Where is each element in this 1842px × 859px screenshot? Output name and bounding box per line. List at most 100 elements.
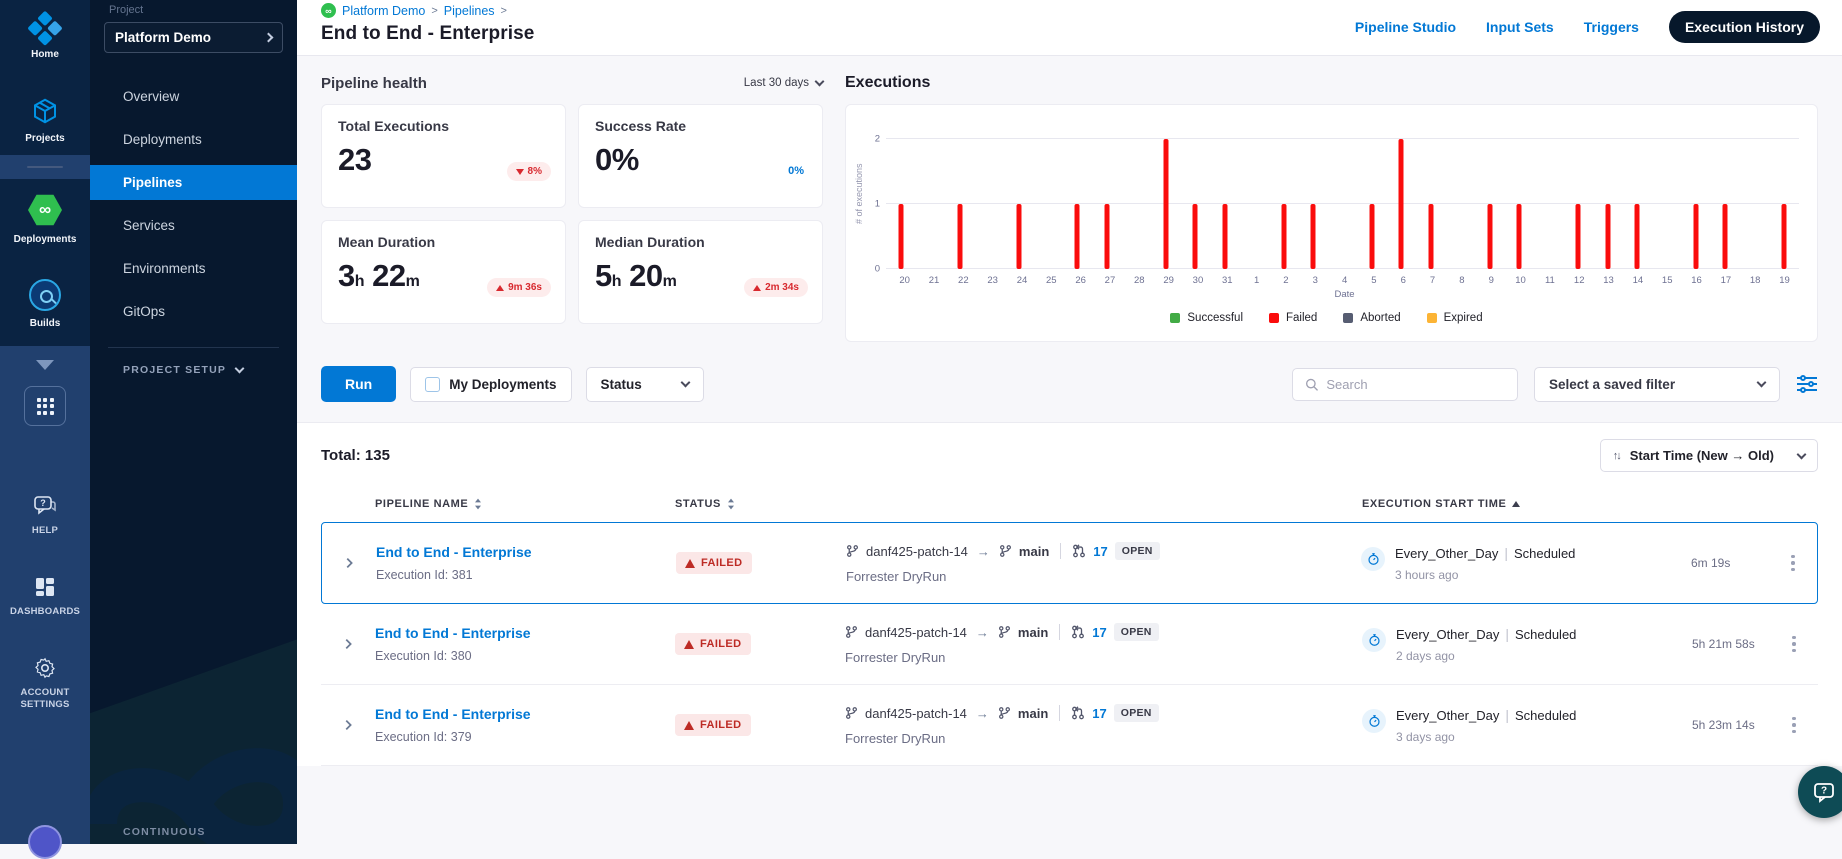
tab-execution-history[interactable]: Execution History xyxy=(1668,11,1820,43)
source-branch[interactable]: danf425-patch-14 xyxy=(865,705,967,721)
chat-help-fab[interactable]: ? xyxy=(1798,766,1842,818)
chart-bar-failed[interactable] xyxy=(1222,204,1228,269)
rail-item-account-settings[interactable]: ACCOUNT SETTINGS xyxy=(0,650,90,717)
column-header-pipeline-name[interactable]: PIPELINE NAME xyxy=(375,498,675,510)
sidebar-item-overview[interactable]: Overview xyxy=(123,89,180,104)
target-branch[interactable]: main xyxy=(1017,624,1049,640)
sidebar-item-deployments[interactable]: Deployments xyxy=(123,132,202,147)
divider xyxy=(1060,543,1062,559)
chart-bar-failed[interactable] xyxy=(1605,204,1611,269)
pipeline-name-link[interactable]: End to End - Enterprise xyxy=(375,706,531,722)
trigger-type: Scheduled xyxy=(1513,545,1576,561)
chart-bar-failed[interactable] xyxy=(1163,139,1169,269)
row-expand-chevron-icon[interactable] xyxy=(321,718,375,732)
tab-input-sets[interactable]: Input Sets xyxy=(1486,19,1554,35)
sidebar-item-pipelines[interactable]: Pipelines xyxy=(90,165,297,200)
rail-item-deployments[interactable]: ∞ Deployments xyxy=(0,187,90,253)
source-branch[interactable]: danf425-patch-14 xyxy=(866,543,968,559)
row-expand-chevron-icon[interactable] xyxy=(322,556,376,570)
divider xyxy=(1059,624,1061,640)
sidebar-footer-label: CONTINUOUS xyxy=(123,826,206,838)
search-input[interactable] xyxy=(1326,376,1505,392)
target-branch[interactable]: main xyxy=(1017,705,1049,721)
chart-bar-failed[interactable] xyxy=(1781,204,1787,269)
chart-bar-failed[interactable] xyxy=(1634,204,1640,269)
started-time: 2 days ago xyxy=(1396,648,1455,663)
chart-bar-failed[interactable] xyxy=(1575,204,1581,269)
project-label: Project xyxy=(109,4,144,16)
legend-item-successful[interactable]: Successful xyxy=(1170,312,1243,324)
my-deployments-filter[interactable]: My Deployments xyxy=(410,366,572,402)
chart-bar-failed[interactable] xyxy=(1516,204,1522,269)
filter-sliders-icon[interactable] xyxy=(1796,375,1818,393)
sidebar-divider xyxy=(108,347,279,348)
rail-item-dashboards[interactable]: DASHBOARDS xyxy=(0,569,90,624)
chart-bar-failed[interactable] xyxy=(1281,204,1287,269)
chart-bar-failed[interactable] xyxy=(1722,204,1728,269)
table-header: PIPELINE NAME STATUS EXECUTION START TIM… xyxy=(321,498,1818,522)
sidebar-item-project-setup[interactable]: PROJECT SETUP xyxy=(90,363,297,376)
column-header-execution-start-time[interactable]: EXECUTION START TIME xyxy=(1362,498,1692,510)
git-branch-icon xyxy=(847,545,858,557)
chart-bar-failed[interactable] xyxy=(1192,204,1198,269)
chart-bar-failed[interactable] xyxy=(1016,204,1022,269)
sort-select[interactable]: ↑↓ Start Time (New → Old) xyxy=(1599,439,1818,472)
chart-bar-failed[interactable] xyxy=(1104,204,1110,269)
target-branch[interactable]: main xyxy=(1018,543,1050,559)
warning-icon xyxy=(684,639,694,649)
rail-item-builds[interactable]: Builds xyxy=(0,273,90,337)
pr-number-link[interactable]: 17 xyxy=(1092,705,1107,721)
triangle-up-icon xyxy=(753,284,762,291)
breadcrumb-pipelines-link[interactable]: Pipelines xyxy=(443,3,495,18)
pipeline-health-section: Pipeline health Last 30 days Total Execu… xyxy=(321,72,825,342)
saved-filter-select[interactable]: Select a saved filter xyxy=(1534,366,1780,402)
chart-bar-failed[interactable] xyxy=(1310,204,1316,269)
chart-bar-failed[interactable] xyxy=(1074,204,1080,269)
chart-bar-failed[interactable] xyxy=(1369,204,1375,269)
chart-bar-failed[interactable] xyxy=(1487,204,1493,269)
row-expand-chevron-icon[interactable] xyxy=(321,637,375,651)
table-row[interactable]: End to End - Enterprise Execution Id: 38… xyxy=(321,604,1818,685)
source-branch[interactable]: danf425-patch-14 xyxy=(865,624,967,640)
chart-bar-failed[interactable] xyxy=(957,204,963,269)
rail-collapse-chevron-icon[interactable] xyxy=(36,360,54,370)
chart-bar-failed[interactable] xyxy=(1398,139,1404,269)
chart-bar-failed[interactable] xyxy=(1428,204,1434,269)
rail-item-projects[interactable]: Projects xyxy=(0,90,90,152)
chart-bar-failed[interactable] xyxy=(898,204,904,269)
project-sidebar: Project Platform Demo Overview Deployment… xyxy=(90,0,297,844)
column-header-status[interactable]: STATUS xyxy=(675,498,845,510)
rail-item-help[interactable]: ? HELP xyxy=(0,488,90,543)
pipeline-name-link[interactable]: End to End - Enterprise xyxy=(375,625,531,641)
sidebar-item-gitops[interactable]: GitOps xyxy=(123,304,166,319)
pr-number-link[interactable]: 17 xyxy=(1093,543,1108,559)
tab-triggers[interactable]: Triggers xyxy=(1583,19,1639,35)
chart-bar-failed[interactable] xyxy=(1693,204,1699,269)
tab-pipeline-studio[interactable]: Pipeline Studio xyxy=(1354,19,1457,35)
row-menu-button[interactable] xyxy=(1788,713,1800,738)
my-deployments-checkbox[interactable] xyxy=(425,376,441,392)
status-filter-select[interactable]: Status xyxy=(585,366,704,402)
module-switcher-button[interactable] xyxy=(24,386,66,426)
project-selector[interactable]: Platform Demo xyxy=(104,22,283,53)
ci-circle-icon xyxy=(29,278,61,311)
time-range-select[interactable]: Last 30 days xyxy=(744,76,825,89)
row-menu-button[interactable] xyxy=(1788,632,1800,657)
table-row[interactable]: End to End - Enterprise Execution Id: 37… xyxy=(321,685,1818,766)
chevron-down-icon xyxy=(680,377,691,388)
legend-item-failed[interactable]: Failed xyxy=(1269,312,1317,324)
legend-item-aborted[interactable]: Aborted xyxy=(1343,312,1401,324)
sidebar-item-services[interactable]: Services xyxy=(123,218,175,233)
table-row[interactable]: End to End - Enterprise Execution Id: 38… xyxy=(321,522,1818,604)
run-button[interactable]: Run xyxy=(321,366,397,402)
user-avatar[interactable] xyxy=(28,825,62,859)
pipeline-name-link[interactable]: End to End - Enterprise xyxy=(376,544,532,560)
breadcrumb-project-link[interactable]: Platform Demo xyxy=(342,3,426,18)
pr-number-link[interactable]: 17 xyxy=(1092,624,1107,640)
sidebar-item-environments[interactable]: Environments xyxy=(123,261,206,276)
legend-item-expired[interactable]: Expired xyxy=(1426,312,1483,324)
pipeline-tag: Forrester DryRun xyxy=(846,569,947,584)
rail-item-home[interactable]: Home xyxy=(0,10,90,68)
row-menu-button[interactable] xyxy=(1787,551,1799,576)
